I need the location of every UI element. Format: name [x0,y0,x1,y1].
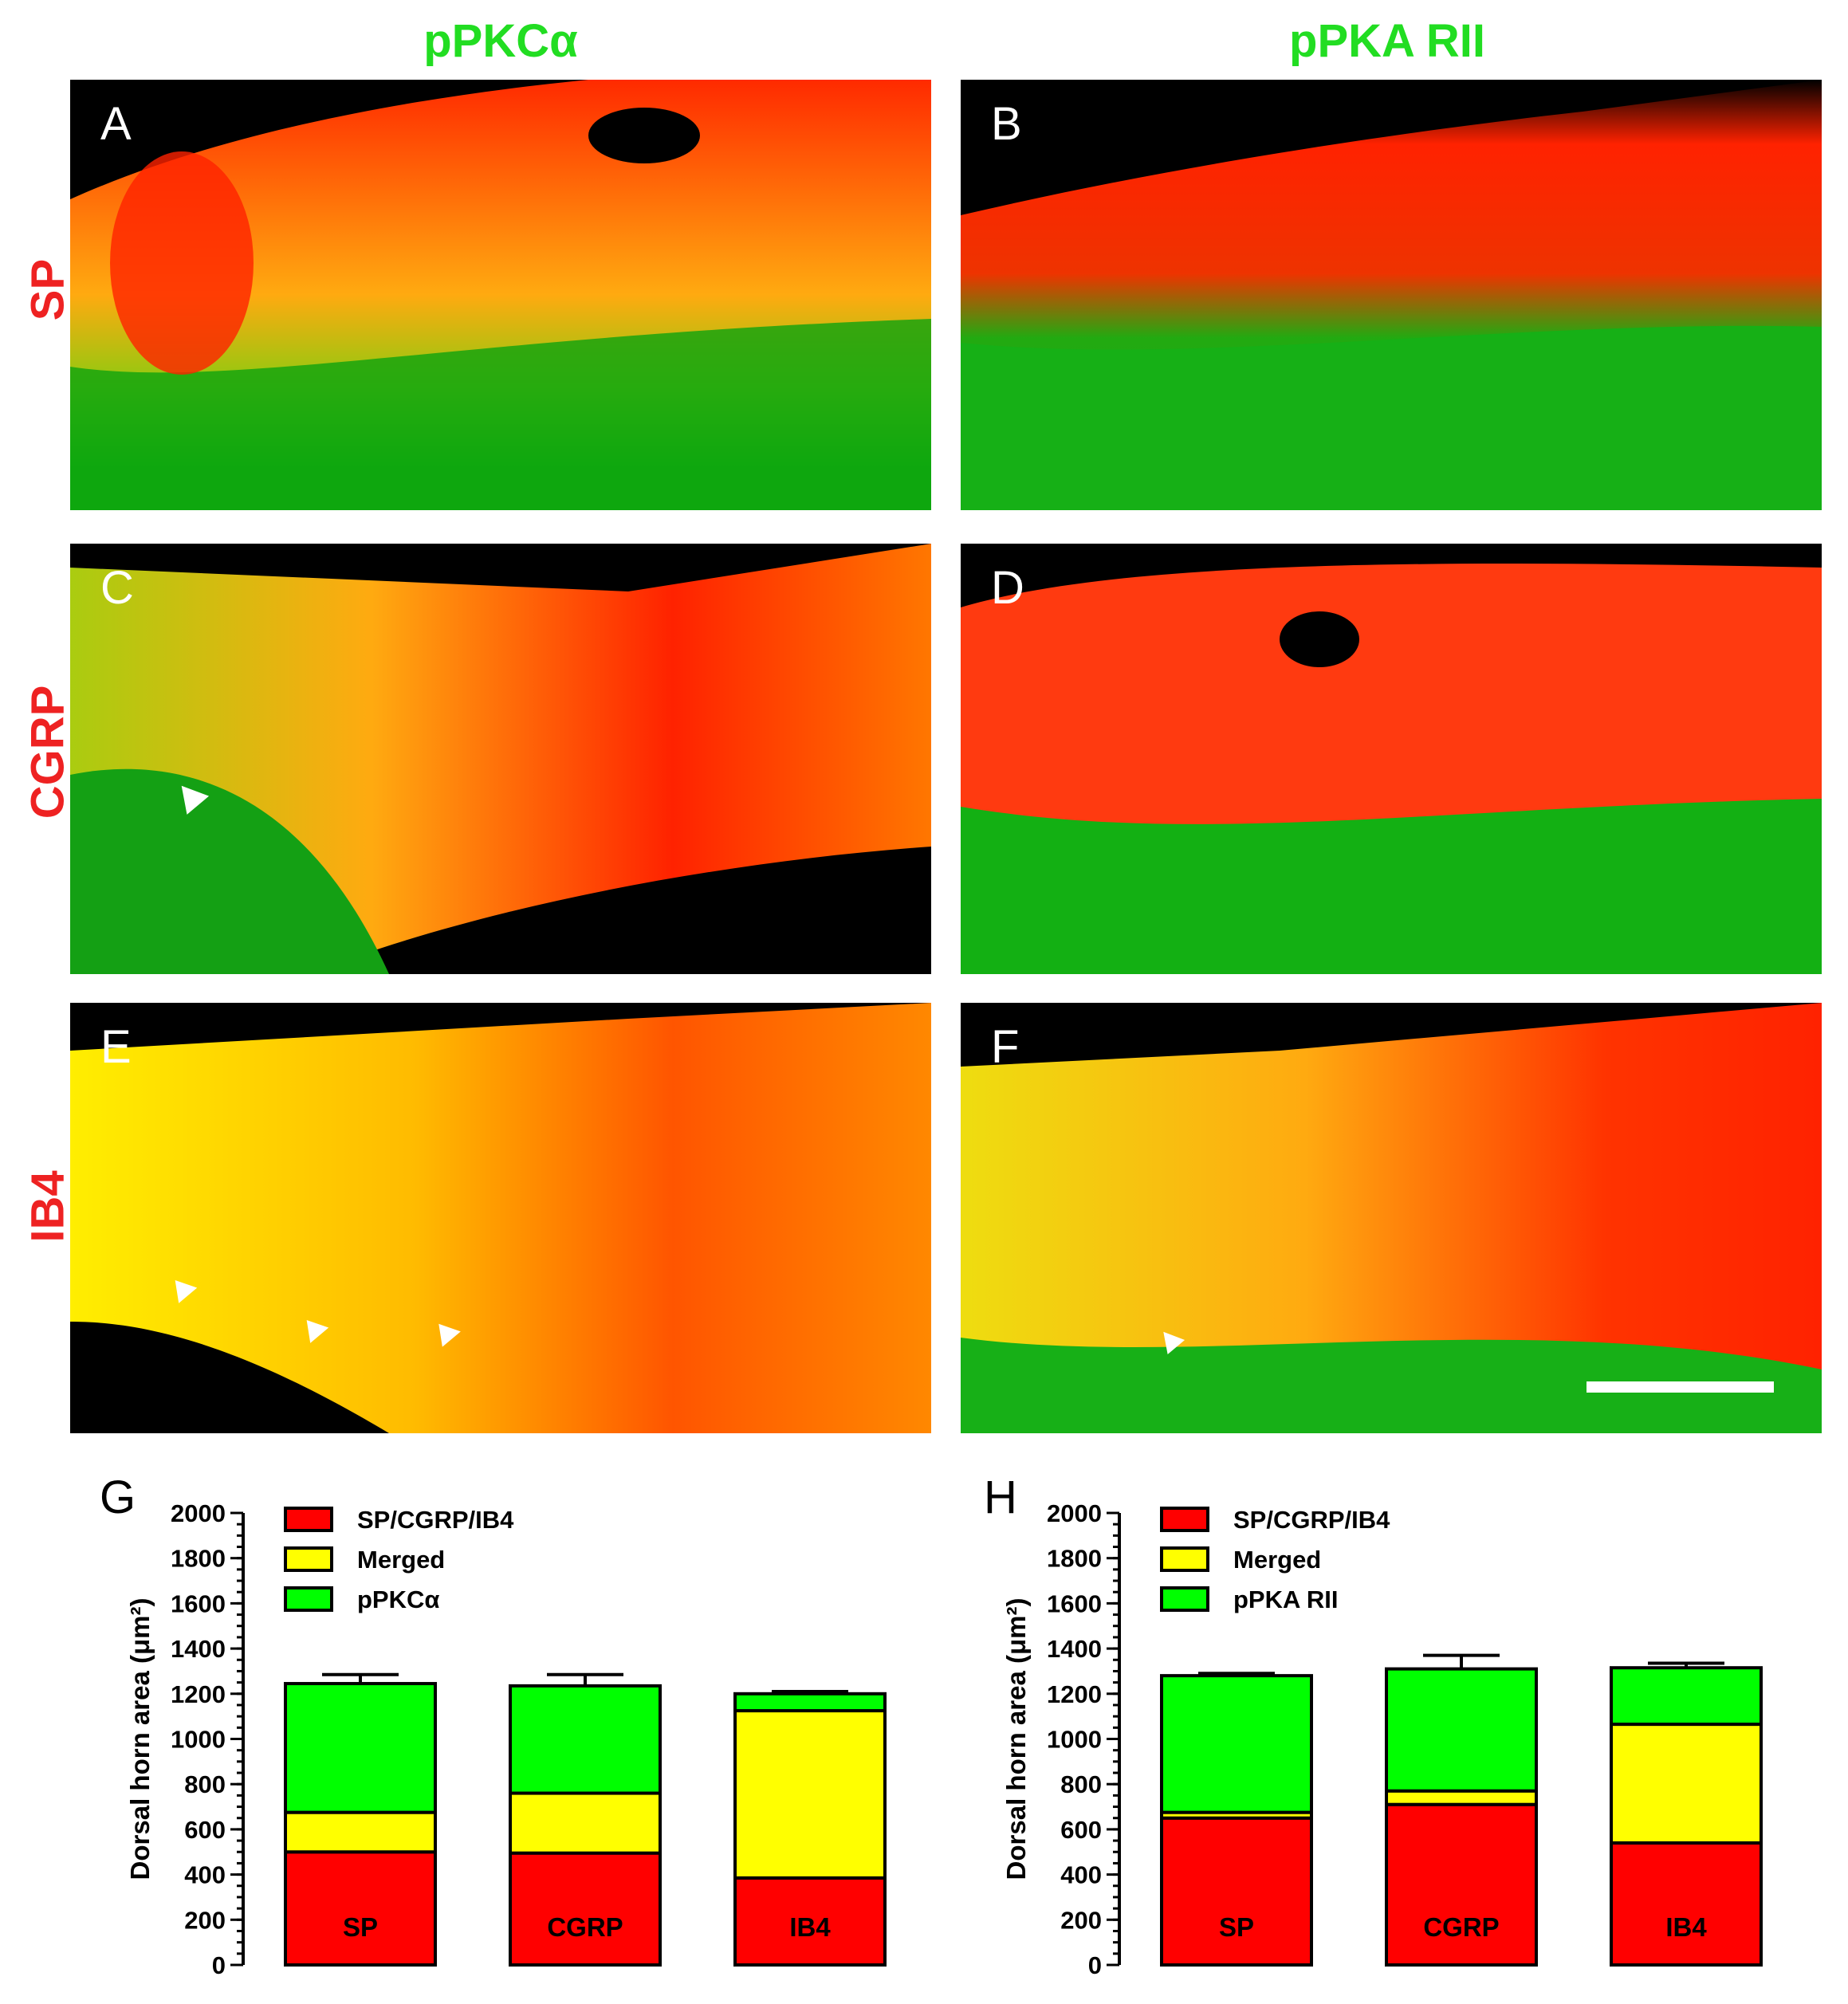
y-tick-label: 600 [1060,1816,1102,1844]
panel-label-e: E [100,1021,132,1073]
panel-label-d: D [991,562,1024,614]
y-tick-label: 400 [1060,1861,1102,1889]
panel-label-b: B [991,98,1022,150]
micrograph-panel-b: B [961,80,1822,510]
y-tick-label: 2000 [1047,1499,1102,1527]
bar-segment-ppka-rii [1610,1666,1763,1727]
bar-segment-ppkc- [733,1692,887,1713]
micrograph-a-image [70,80,931,510]
y-tick-label: 800 [184,1770,226,1798]
scale-bar [1587,1381,1774,1393]
y-tick-label: 0 [1088,1951,1102,1979]
column-title-pka: pPKA RII [1289,15,1485,67]
chart-label-g: G [100,1472,136,1523]
bar-segment-sp-cgrp-ib4 [509,1851,662,1967]
bar-segment-ppkc- [509,1684,662,1795]
y-tick-label: 1800 [1047,1545,1102,1573]
y-tick-label: 1400 [1047,1635,1102,1663]
bar-segment-ppka-rii [1385,1667,1538,1793]
micrograph-panel-e: E [70,1003,931,1433]
category-label: SP [1219,1912,1254,1942]
bar-segment-sp-cgrp-ib4 [1160,1816,1313,1967]
y-axis-title: Dorsal horn area (μm²) [125,1598,155,1880]
chart-label-h: H [984,1472,1017,1523]
micrograph-panel-d: D [961,544,1822,974]
legend-label: pPKCα [357,1586,439,1613]
row-label-cgrp: CGRP [22,685,74,819]
legend-label: Merged [357,1546,445,1574]
bar-segment-merged [1610,1723,1763,1845]
row-label-ib4: IB4 [22,1170,74,1243]
bar-segment-ppkc- [284,1682,437,1814]
y-tick-label: 200 [184,1906,226,1934]
legend-swatch [284,1507,333,1532]
category-label: IB4 [789,1912,831,1942]
chart-h-svg: 0 200 400 600 800 1000 1200 1400 1600 1800 2000 Dor… [1001,1499,1763,1979]
chart-g: G 0 200 400 600 800 1000 1200 1400 1600 1800 2000 D… [0,1467,924,2000]
legend-swatch [1160,1586,1209,1612]
panel-label-a: A [100,98,132,150]
chart-h: H 0 200 400 600 800 1000 1200 1400 1600 1800 2000 D… [924,1467,1848,2000]
bar-segment-merged [284,1810,437,1854]
micrograph-panel-f: F [961,1003,1822,1433]
micrograph-panel-a: A [70,80,931,510]
panel-label-c: C [100,562,134,614]
y-tick-label: 1400 [171,1635,226,1663]
bar-segment-merged [1385,1789,1538,1806]
micrograph-e-image [70,1003,931,1433]
bar-segment-merged [509,1791,662,1855]
bar-segment-sp-cgrp-ib4 [284,1850,437,1967]
category-label: IB4 [1665,1912,1707,1942]
legend-label: SP/CGRP/IB4 [1233,1506,1390,1534]
y-tick-label: 1200 [171,1680,226,1708]
y-tick-label: 1600 [1047,1589,1102,1617]
y-tick-label: 1000 [171,1726,226,1754]
bar-segment-sp-cgrp-ib4 [733,1876,887,1967]
y-tick-label: 2000 [171,1499,226,1527]
micrograph-d-image [961,544,1822,974]
category-label: CGRP [547,1912,623,1942]
y-axis-title: Dorsal horn area (μm²) [1001,1598,1031,1880]
y-tick-label: 800 [1060,1770,1102,1798]
y-tick-label: 200 [1060,1906,1102,1934]
category-label: SP [343,1912,378,1942]
bar-segment-merged [733,1709,887,1880]
legend-label: SP/CGRP/IB4 [357,1506,514,1534]
category-label: CGRP [1423,1912,1499,1942]
legend-swatch [284,1586,333,1612]
y-tick-label: 1600 [171,1589,226,1617]
legend-swatch [1160,1546,1209,1572]
y-tick-label: 1800 [171,1545,226,1573]
y-tick-label: 600 [184,1816,226,1844]
micrograph-panel-c: C [70,544,931,974]
micrograph-b-image [961,80,1822,510]
bar-segment-sp-cgrp-ib4 [1610,1841,1763,1967]
column-title-pkc: pPKCα [423,15,578,67]
chart-g-svg: 0 200 400 600 800 1000 1200 1400 1600 1800 2000 Dor… [125,1499,887,1979]
legend-swatch [1160,1507,1209,1532]
row-label-sp: SP [22,258,74,321]
bar-segment-ppka-rii [1160,1674,1313,1814]
y-tick-label: 400 [184,1861,226,1889]
panel-label-f: F [991,1021,1020,1073]
micrograph-c-image [70,544,931,974]
legend-label: Merged [1233,1546,1321,1574]
y-tick-label: 0 [212,1951,226,1979]
y-tick-label: 1000 [1047,1726,1102,1754]
micrograph-f-image [961,1003,1822,1433]
legend-swatch [284,1546,333,1572]
legend-label: pPKA RII [1233,1586,1338,1613]
y-tick-label: 1200 [1047,1680,1102,1708]
